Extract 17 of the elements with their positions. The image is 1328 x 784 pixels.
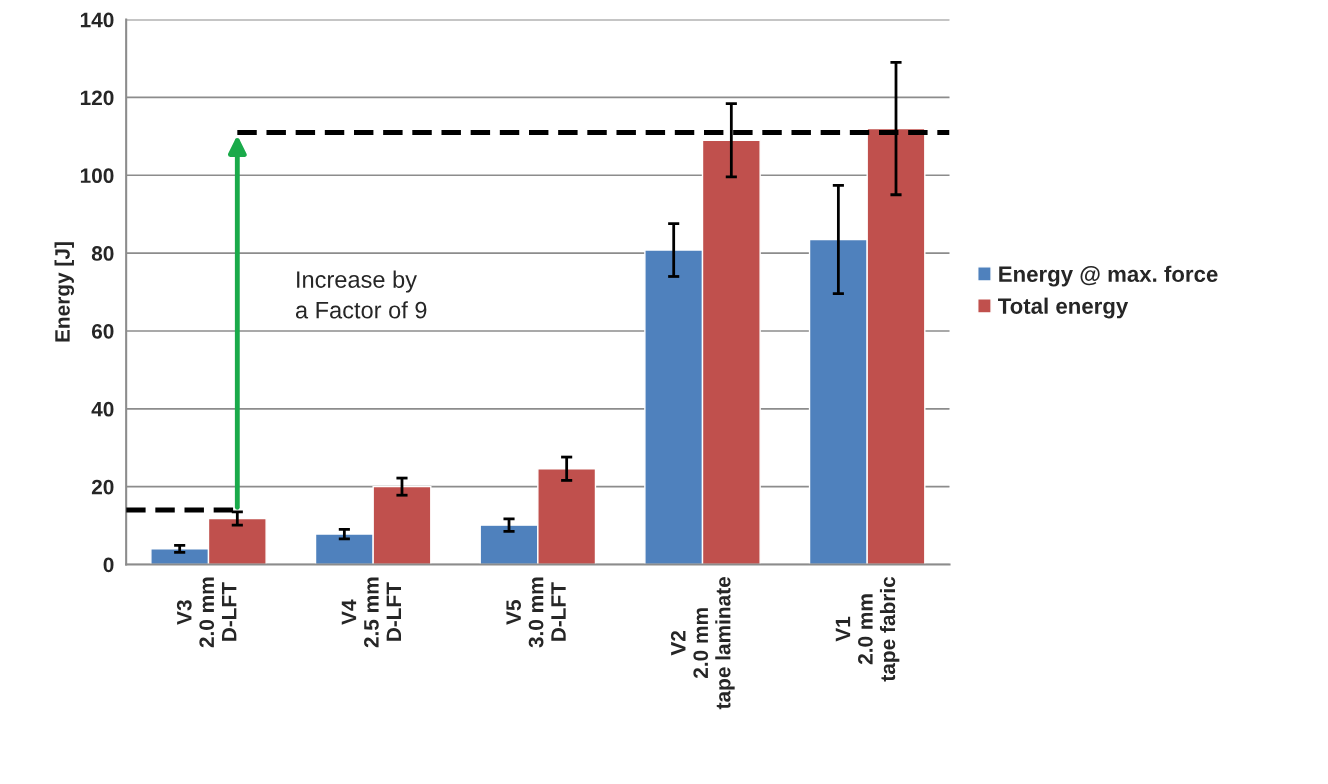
y-axis-title: Energy [J] <box>54 242 75 342</box>
y-tick-label: 0 <box>103 557 114 573</box>
y-tick-label: 20 <box>91 479 114 495</box>
annotation: Increase by a Factor of 9 <box>295 270 427 319</box>
legend-label: Total energy <box>998 297 1129 319</box>
legend-label: Energy @ max. force <box>999 265 1218 287</box>
y-tick-label: 120 <box>80 90 114 106</box>
y-tick-label: 60 <box>91 323 114 339</box>
x-tick-label: V1 2.0 mm tape fabric <box>835 576 900 682</box>
y-tick-label: 80 <box>91 246 114 261</box>
y-tick-label: 40 <box>91 401 114 417</box>
x-tick-label: V2 2.0 mm tape laminate <box>670 576 735 710</box>
x-tick-label: V4 2.5 mm D-LFT <box>341 577 401 648</box>
y-tick-label: 140 <box>80 12 114 28</box>
y-tick-label: 100 <box>80 168 114 184</box>
x-tick-label: V5 3.0 mm D-LFT <box>506 577 566 648</box>
x-tick-label: V3 2.0 mm D-LFT <box>176 577 237 648</box>
